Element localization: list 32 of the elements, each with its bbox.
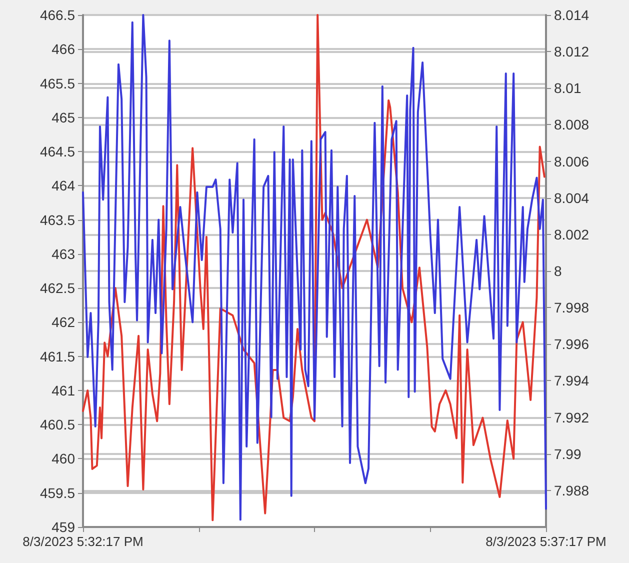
y-tick-label: 460 bbox=[52, 450, 76, 467]
y-tick-label: 464.5 bbox=[40, 144, 76, 160]
y2-tick-label: 7.998 bbox=[554, 300, 590, 316]
y-tick-label: 465 bbox=[52, 109, 76, 126]
y-tick-label: 462 bbox=[52, 314, 76, 330]
y-tick-label: 460.5 bbox=[40, 416, 76, 433]
y2-tick-label: 7.99 bbox=[554, 446, 582, 462]
y2-tick-label: 8.006 bbox=[554, 153, 590, 170]
y2-tick-label: 7.994 bbox=[554, 372, 590, 389]
y-tick-label: 461.5 bbox=[40, 348, 76, 364]
y-tick-label: 463.5 bbox=[40, 212, 76, 228]
y2-tick-label: 8.004 bbox=[554, 190, 590, 206]
y2-tick-label: 7.988 bbox=[554, 482, 590, 498]
y-tick-label: 462.5 bbox=[40, 280, 76, 296]
y2-tick-label: 8.012 bbox=[554, 44, 590, 60]
y2-tick-label: 8.008 bbox=[554, 116, 590, 133]
y2-tick-label: 8.002 bbox=[554, 226, 590, 242]
y-tick-label: 459.5 bbox=[40, 484, 76, 501]
y-tick-label: 465.5 bbox=[40, 75, 76, 92]
y-tick-label: 466.5 bbox=[40, 7, 76, 23]
y-tick-label: 466 bbox=[52, 41, 76, 58]
x-tick-label: 8/3/2023 5:32:17 PM bbox=[22, 534, 144, 549]
y2-tick-label: 8.01 bbox=[554, 80, 582, 96]
y2-tick-label: 7.996 bbox=[554, 336, 590, 352]
y-tick-label: 463 bbox=[52, 246, 76, 262]
y-tick-label: 464 bbox=[52, 178, 76, 194]
x-tick-label: 8/3/2023 5:37:17 PM bbox=[486, 534, 606, 549]
y2-tick-label: 8 bbox=[554, 263, 562, 279]
y-tick-label: 461 bbox=[52, 382, 76, 398]
y-tick-label: 459 bbox=[52, 519, 76, 535]
y2-tick-label: 8.014 bbox=[554, 7, 590, 23]
y2-tick-label: 7.992 bbox=[554, 409, 590, 426]
